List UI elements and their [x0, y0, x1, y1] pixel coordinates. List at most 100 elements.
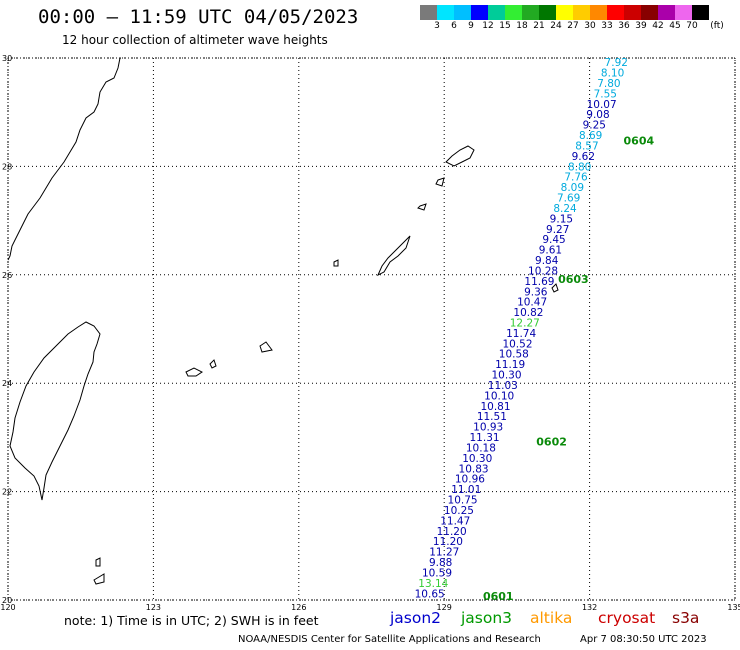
lon-tick-label: 126: [291, 603, 306, 612]
wave-height-label: 10.65: [415, 588, 445, 600]
legend-swatch: [454, 5, 471, 20]
wave-height-label: 10.83: [459, 463, 489, 475]
wave-height-label: 9.84: [535, 255, 559, 267]
legend-label: 27: [567, 21, 579, 31]
legend-label: 15: [499, 21, 511, 31]
lat-tick-label: 22: [2, 488, 12, 497]
legend-swatch: [471, 5, 488, 20]
legend-swatch: [505, 5, 522, 20]
wave-height-label: 9.08: [586, 109, 609, 121]
wave-height-label: 10.59: [422, 567, 452, 579]
wave-height-label: 10.96: [455, 474, 485, 486]
pass-time-label: 0602: [536, 436, 567, 449]
wave-height-label: 8.24: [553, 203, 577, 215]
map-subtitle: 12 hour collection of altimeter wave hei…: [62, 33, 328, 47]
wave-height-label: 10.28: [528, 265, 558, 277]
wave-height-label: 10.47: [517, 297, 547, 309]
map-title: 00:00 — 11:59 UTC 04/05/2023: [38, 6, 359, 28]
wave-height-label: 11.51: [477, 411, 507, 423]
wave-height-label: 10.93: [473, 422, 503, 434]
satellite-name: cryosat: [598, 609, 656, 627]
pass-time-label: 0601: [483, 590, 514, 603]
wave-height-label: 9.45: [542, 234, 565, 246]
lon-tick-label: 129: [437, 603, 452, 612]
wave-height-label: 10.25: [444, 505, 474, 517]
legend-label: 9: [468, 21, 474, 31]
wave-height-label: 10.52: [502, 338, 532, 350]
wave-height-label: 11.01: [451, 484, 481, 496]
lon-tick-label: 135: [727, 603, 740, 612]
lon-tick-label: 123: [146, 603, 161, 612]
wave-height-label: 10.82: [513, 307, 543, 319]
wave-height-label: 9.27: [546, 224, 569, 236]
lat-tick-label: 20: [2, 596, 12, 605]
wave-height-label: 9.36: [524, 286, 548, 298]
legend-swatch: [607, 5, 624, 20]
wave-height-label: 9.88: [429, 557, 452, 569]
legend-swatch: [692, 5, 709, 20]
wave-height-label: 12.27: [510, 318, 540, 330]
legend-label: 12: [482, 21, 494, 31]
taiwan-coastline: [9, 321, 101, 501]
coastline-layer: [7, 57, 559, 585]
wave-height-label: 11.20: [433, 536, 463, 548]
legend-label: 3: [434, 21, 440, 31]
legend-swatch: [488, 5, 505, 20]
wave-height-label: 10.30: [462, 453, 492, 465]
legend-label: 70: [686, 21, 698, 31]
ryukyu-islands: [93, 145, 559, 585]
wave-height-label: 9.15: [550, 213, 573, 225]
wave-height-label: 9.61: [539, 245, 562, 257]
wave-height-label: 11.31: [470, 432, 500, 444]
wave-height-label: 10.30: [491, 370, 521, 382]
legend-unit: (ft): [710, 21, 724, 31]
legend-label: 21: [533, 21, 545, 31]
wave-height-label: 10.81: [480, 401, 510, 413]
legend-swatch: [658, 5, 675, 20]
lon-tick-label: 132: [582, 603, 597, 612]
lat-tick-label: 28: [2, 162, 12, 171]
wave-height-label: 11.47: [440, 515, 470, 527]
lat-tick-label: 30: [2, 54, 12, 63]
wave-height-label: 10.10: [484, 390, 514, 402]
wave-height-label: 7.76: [564, 172, 588, 184]
pass-time-labels: 0601 0602 0603 0604: [483, 135, 655, 603]
wave-height-label: 10.58: [499, 349, 529, 361]
satellite-name: s3a: [672, 609, 700, 627]
wave-height-label: 7.55: [594, 88, 617, 100]
legend-label: 6: [451, 21, 457, 31]
legend-label: 39: [635, 21, 647, 31]
wave-height-label: 9.25: [583, 120, 606, 132]
legend-label: 45: [669, 21, 681, 31]
footer-credit: NOAA/NESDIS Center for Satellite Applica…: [238, 634, 541, 645]
legend-swatch: [641, 5, 658, 20]
wave-height-label: 8.09: [561, 182, 584, 194]
wave-height-label: 13.14: [418, 578, 448, 590]
legend-swatch: [624, 5, 641, 20]
legend-label: 18: [516, 21, 528, 31]
wave-height-label: 8.69: [579, 130, 602, 142]
legend-label: 36: [618, 21, 630, 31]
legend-swatch: [573, 5, 590, 20]
legend-swatch: [556, 5, 573, 20]
footer-date: Apr 7 08:30:50 UTC 2023: [580, 634, 707, 645]
china-coastline: [7, 57, 121, 261]
wave-height-label: 11.20: [437, 526, 467, 538]
lat-lon-grid: 120 123 126 129 132 135 20 22 24 26 28 30: [0, 54, 740, 612]
legend-label: 33: [601, 21, 613, 31]
wave-height-label: 8.10: [601, 68, 624, 80]
pass-time-label: 0604: [624, 135, 655, 148]
wave-height-label: 7.92: [605, 57, 628, 69]
legend-swatch: [437, 5, 454, 20]
footer-note: note: 1) Time is in UTC; 2) SWH is in fe…: [64, 613, 319, 628]
wave-height-label: 11.27: [429, 547, 459, 559]
wave-height-label: 10.07: [587, 99, 617, 111]
pass-time-label: 0603: [558, 273, 589, 286]
legend-swatch: [420, 5, 437, 20]
legend-swatch: [675, 5, 692, 20]
satellite-name: jason3: [461, 609, 513, 627]
wave-height-label: 8.80: [568, 161, 591, 173]
altimeter-track: 10.6513.1410.599.8811.2711.2011.2011.471…: [415, 57, 628, 600]
wave-height-label: 8.57: [575, 140, 598, 152]
wave-height-label: 11.03: [488, 380, 518, 392]
